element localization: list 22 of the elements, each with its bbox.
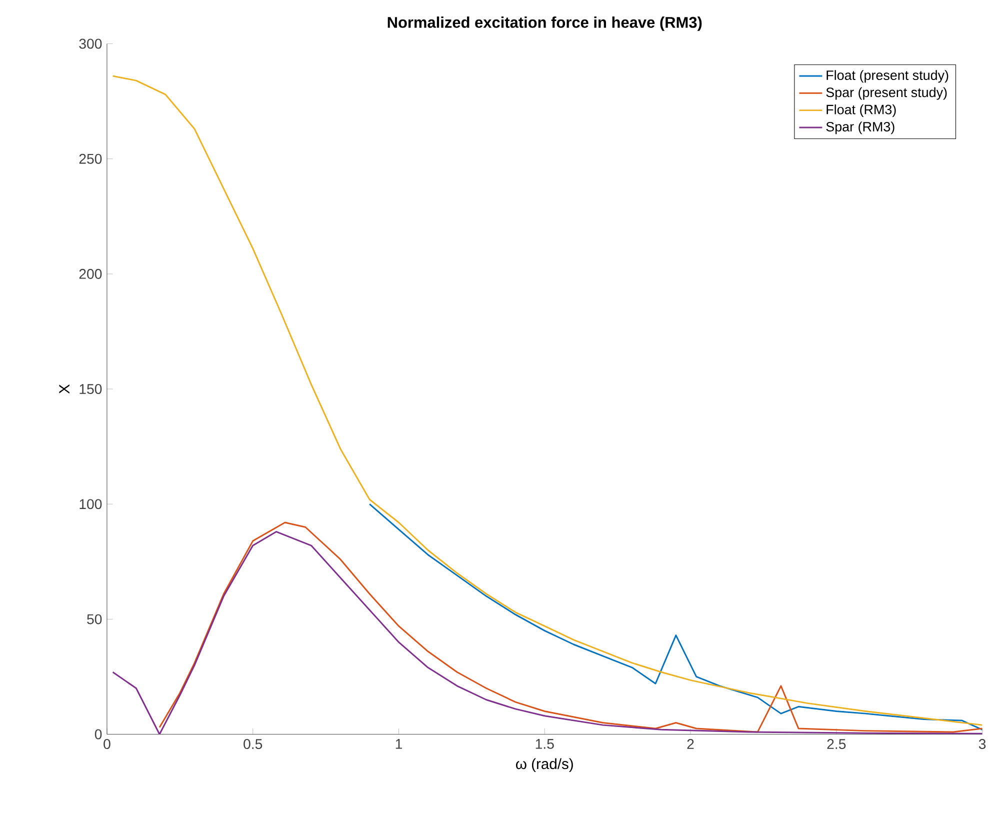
- legend-label: Spar (present study): [826, 87, 947, 100]
- legend-label: Float (RM3): [826, 104, 896, 117]
- y-tick-label: 150: [80, 384, 102, 394]
- y-axis-title: X: [59, 384, 70, 394]
- x-tick-label: 0.5: [244, 739, 262, 750]
- legend-label: Float (present study): [826, 70, 948, 83]
- x-tick-label: 1.5: [536, 739, 554, 749]
- y-tick-label: 100: [80, 499, 102, 510]
- legend-label: Spar (RM3): [826, 122, 894, 134]
- line-series: [368, 503, 982, 730]
- x-axis-title: ω (rad/s): [516, 758, 573, 772]
- x-tick-label: 1: [396, 739, 402, 749]
- y-tick-label: 250: [79, 154, 102, 164]
- x-tick-label: 2: [687, 739, 694, 749]
- x-tick-label: 2.5: [827, 739, 846, 750]
- x-tick-label: 0: [104, 739, 110, 750]
- chart-title: Normalized excitation force in heave (RM3): [388, 16, 702, 31]
- y-tick-label: 0: [94, 729, 102, 740]
- y-tick-label: 300: [79, 38, 102, 49]
- y-tick-label: 200: [79, 268, 102, 279]
- x-tick-label: 3: [978, 739, 986, 750]
- y-tick-label: 50: [87, 614, 102, 624]
